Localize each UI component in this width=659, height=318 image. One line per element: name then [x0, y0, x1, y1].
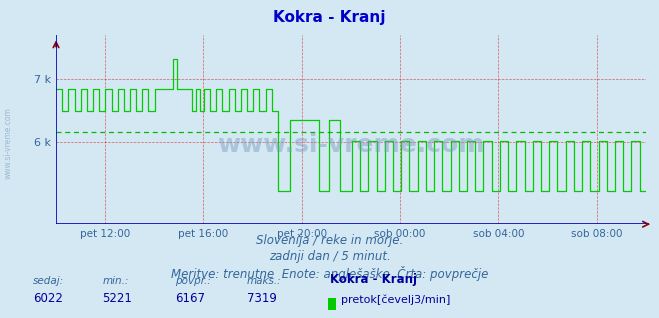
Text: maks.:: maks.:: [247, 276, 282, 286]
Text: 5221: 5221: [102, 292, 132, 305]
Text: Meritve: trenutne  Enote: anglešaške  Črta: povprečje: Meritve: trenutne Enote: anglešaške Črta…: [171, 266, 488, 280]
Text: Kokra - Kranj: Kokra - Kranj: [330, 273, 416, 286]
Text: Kokra - Kranj: Kokra - Kranj: [273, 10, 386, 24]
Text: www.si-vreme.com: www.si-vreme.com: [4, 107, 13, 179]
Text: 6167: 6167: [175, 292, 205, 305]
Text: pretok[čevelj3/min]: pretok[čevelj3/min]: [341, 295, 451, 305]
Text: Slovenija / reke in morje.: Slovenija / reke in morje.: [256, 234, 403, 247]
Text: 7319: 7319: [247, 292, 277, 305]
Text: 6022: 6022: [33, 292, 63, 305]
Text: sedaj:: sedaj:: [33, 276, 64, 286]
Text: povpr.:: povpr.:: [175, 276, 210, 286]
Text: www.si-vreme.com: www.si-vreme.com: [217, 133, 484, 157]
Text: min.:: min.:: [102, 276, 129, 286]
Text: zadnji dan / 5 minut.: zadnji dan / 5 minut.: [269, 250, 390, 263]
